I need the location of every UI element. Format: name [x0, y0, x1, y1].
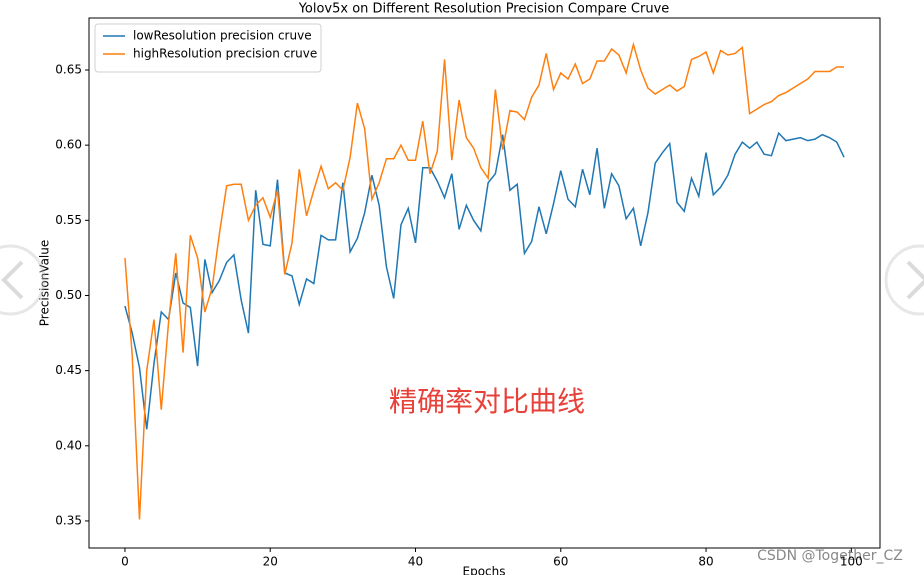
annotation: 精确率对比曲线 — [389, 385, 585, 418]
x-tick-label: 40 — [408, 555, 423, 569]
y-tick-label: 0.50 — [55, 288, 82, 302]
y-tick-label: 0.35 — [55, 513, 82, 527]
chart-title: Yolov5x on Different Resolution Precisio… — [298, 2, 670, 17]
legend-label: lowResolution precision cruve — [133, 29, 312, 43]
y-tick-label: 0.55 — [55, 213, 82, 227]
x-axis-label: Epochs — [463, 565, 506, 575]
plot-frame — [88, 17, 881, 549]
x-tick-label: 80 — [698, 555, 713, 569]
nav-next[interactable] — [884, 244, 924, 316]
y-axis-label: PrecisionValue — [38, 240, 52, 327]
legend-label: highResolution precision cruve — [133, 47, 317, 61]
x-tick-label: 0 — [121, 555, 129, 569]
nav-prev[interactable] — [0, 244, 46, 316]
x-tick-label: 60 — [553, 555, 568, 569]
y-tick-label: 0.45 — [55, 363, 82, 377]
x-tick-label: 100 — [840, 555, 863, 569]
legend-box — [94, 23, 322, 73]
series-line — [124, 131, 845, 430]
y-tick-label: 0.40 — [55, 438, 82, 452]
watermark: CSDN @Together_CZ — [757, 548, 903, 564]
x-tick-label: 20 — [263, 555, 278, 569]
y-tick-label: 0.60 — [55, 138, 82, 152]
y-tick-label: 0.65 — [55, 63, 82, 77]
series-line — [124, 41, 845, 520]
